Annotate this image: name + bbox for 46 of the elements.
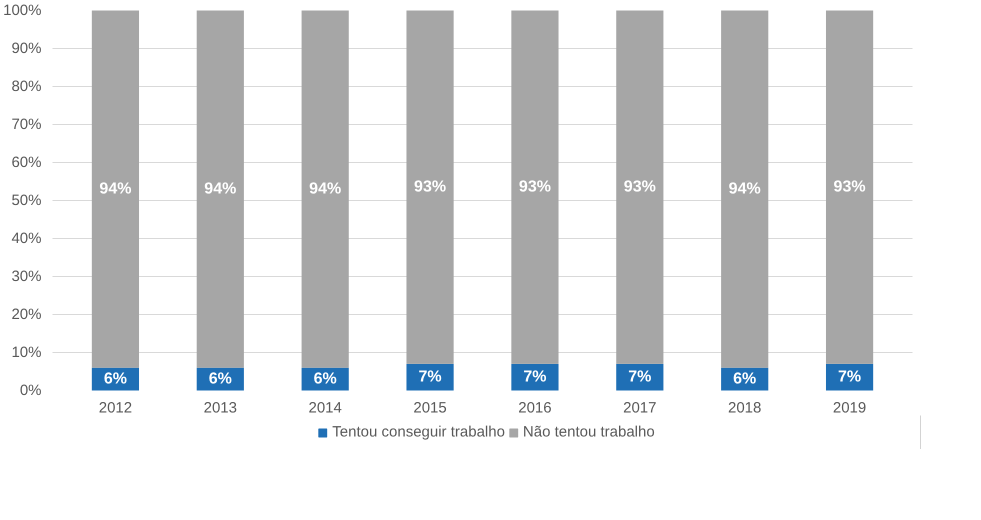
data-label: 93% — [834, 178, 866, 196]
data-label: 93% — [624, 178, 656, 196]
x-tick-label: 2018 — [728, 400, 762, 416]
x-tick-label: 2019 — [832, 400, 866, 416]
bar — [511, 10, 559, 364]
bar — [196, 10, 244, 368]
x-tick-label: 2017 — [623, 400, 657, 416]
x-tick-label: 2015 — [413, 400, 447, 416]
data-label: 6% — [104, 370, 127, 388]
y-tick-label: 0% — [20, 382, 42, 399]
x-tick-label: 2012 — [98, 400, 132, 416]
legend-label: Tentou conseguir trabalho — [332, 424, 505, 440]
y-tick-label: 20% — [11, 306, 42, 323]
data-label: 93% — [518, 178, 551, 196]
bar — [826, 10, 874, 364]
x-tick-label: 2016 — [518, 400, 552, 416]
data-label: 7% — [838, 368, 862, 386]
y-tick-label: 40% — [11, 230, 42, 247]
data-label: 93% — [414, 178, 446, 196]
bar — [406, 10, 454, 364]
bar — [302, 10, 349, 368]
y-tick-label: 100% — [3, 2, 42, 19]
y-tick-label: 70% — [11, 116, 42, 133]
y-tick-label: 50% — [11, 192, 42, 209]
data-label: 7% — [418, 368, 442, 386]
data-label: 94% — [309, 180, 342, 198]
data-label: 7% — [628, 368, 652, 386]
y-tick-label: 80% — [11, 78, 42, 95]
data-label: 6% — [208, 370, 232, 388]
bar — [616, 364, 664, 390]
y-tick-label: 90% — [11, 40, 42, 57]
bar — [92, 10, 140, 368]
data-label: 6% — [314, 370, 337, 388]
x-tick-label: 2013 — [204, 400, 237, 416]
data-label: 94% — [204, 180, 236, 198]
bar — [616, 10, 664, 364]
legend-label: Não tentou trabalho — [522, 424, 655, 440]
bar — [721, 10, 768, 368]
data-label: 7% — [523, 368, 546, 386]
x-tick-label: 2014 — [308, 400, 342, 416]
y-tick-label: 30% — [11, 268, 42, 285]
y-tick-label: 60% — [11, 154, 42, 171]
data-label: 6% — [733, 370, 756, 388]
data-label: 94% — [728, 180, 761, 198]
data-label: 94% — [99, 180, 132, 198]
y-tick-label: 10% — [11, 344, 42, 361]
